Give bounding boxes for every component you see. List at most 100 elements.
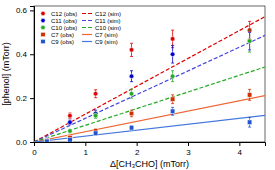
tick: 4 — [238, 142, 243, 157]
chart: 012340.00.20.40.6C12 (obs)C12 (sim)C11 (… — [0, 0, 275, 170]
x-axis-line — [35, 143, 266, 147]
error-bar-cap — [171, 94, 174, 95]
legend-swatch — [41, 39, 45, 43]
obs-point — [93, 113, 98, 118]
sim-line — [34, 35, 265, 142]
obs-point — [129, 91, 134, 96]
tick-mark — [239, 142, 240, 146]
legend-item: C10 (obs) — [41, 25, 78, 31]
legend-label: C10 (obs) — [51, 25, 77, 31]
tick: 3 — [186, 142, 191, 157]
error-bar — [130, 89, 133, 98]
y-axis: 0.00.20.40.6 — [16, 6, 35, 147]
legend: C12 (obs)C12 (sim)C11 (obs)C11 (sim)C10 … — [41, 11, 121, 45]
legend-label: C9 (obs) — [51, 39, 74, 45]
legend-swatch — [41, 18, 45, 22]
error-bar-cap — [130, 56, 133, 57]
obs-point — [129, 125, 134, 130]
obs-point — [129, 74, 134, 79]
tick-label: 0 — [32, 148, 37, 157]
legend-label: C7 (sim) — [95, 32, 118, 38]
tick-mark — [30, 142, 34, 143]
obs-series — [45, 32, 252, 142]
obs-point — [45, 139, 50, 142]
error-bar-cap — [130, 43, 133, 44]
tick-mark — [85, 142, 86, 146]
legend-swatch — [41, 25, 45, 29]
error-bar-cap — [171, 30, 174, 31]
tick-mark — [188, 142, 189, 146]
error-bar-cap — [248, 21, 251, 22]
error-bar — [130, 43, 133, 56]
error-bar — [68, 129, 71, 133]
obs-point — [129, 111, 134, 116]
error-bar — [94, 90, 97, 98]
legend-label: C12 (sim) — [95, 11, 121, 17]
sim-line — [34, 115, 265, 142]
legend-swatch — [82, 41, 92, 42]
x-axis: 0 1 2 3 4 — [32, 142, 265, 157]
legend-item: C11 (sim) — [82, 18, 121, 24]
legend-swatch — [41, 11, 45, 15]
error-bar-cap — [248, 117, 251, 118]
error-bar — [171, 95, 174, 104]
obs-point — [129, 48, 134, 53]
legend-item: C9 (obs) — [41, 39, 74, 45]
obs-point — [68, 120, 73, 125]
error-bar-cap — [248, 30, 251, 31]
error-bar-cap — [130, 98, 133, 99]
legend-label: C11 (obs) — [51, 18, 77, 24]
legend-item: C11 (obs) — [41, 18, 77, 24]
tick-label: 1 — [84, 148, 89, 157]
error-bar — [171, 45, 174, 63]
error-bar — [68, 120, 71, 124]
tick-label: 0.0 — [16, 138, 28, 147]
tick-label: 3 — [186, 148, 191, 157]
legend-swatch — [82, 27, 92, 28]
obs-point — [68, 138, 73, 142]
error-bar-cap — [248, 52, 251, 53]
error-bar-cap — [130, 70, 133, 71]
tick-label: 0.4 — [16, 50, 28, 59]
error-bar-cap — [248, 100, 251, 101]
error-bar-cap — [171, 103, 174, 104]
obs-point — [170, 37, 175, 42]
error-bar-cap — [171, 63, 174, 64]
tick: 1 — [84, 142, 89, 157]
y-axis-title: [phenol] (mTorr) — [1, 42, 11, 106]
error-bar-cap — [94, 89, 97, 90]
legend-swatch — [82, 20, 92, 21]
tick: 2 — [135, 142, 140, 157]
plot-frame — [34, 6, 265, 142]
error-bar-cap — [171, 70, 174, 71]
tick-label: 0.6 — [16, 6, 28, 15]
legend-label: C12 (obs) — [51, 11, 77, 17]
error-bar-cap — [248, 127, 251, 128]
legend-swatch — [82, 34, 92, 35]
error-bar-cap — [130, 110, 133, 111]
obs-point — [247, 120, 252, 125]
tick: 0.4 — [16, 50, 34, 59]
obs-point — [68, 129, 73, 134]
error-bar-cap — [171, 115, 174, 116]
error-bar-cap — [171, 45, 174, 46]
obs-point — [170, 74, 175, 79]
tick-mark — [137, 142, 138, 146]
legend-label: C10 (sim) — [95, 25, 121, 31]
legend-item: C10 (sim) — [82, 25, 121, 31]
legend-item: C9 (sim) — [82, 39, 118, 45]
error-bar — [130, 126, 133, 130]
error-bar — [171, 107, 174, 115]
error-bar-cap — [94, 97, 97, 98]
legend-item: C12 (obs) — [41, 11, 78, 17]
obs-point — [170, 109, 175, 114]
error-bar — [94, 132, 97, 135]
obs-point — [170, 97, 175, 102]
legend-item: C7 (sim) — [82, 32, 118, 38]
tick-mark — [30, 98, 34, 99]
tick: 0.0 — [16, 138, 34, 147]
error-bar — [68, 113, 71, 118]
obs-point — [247, 93, 252, 98]
obs-point — [68, 113, 73, 118]
error-bar-cap — [130, 89, 133, 90]
